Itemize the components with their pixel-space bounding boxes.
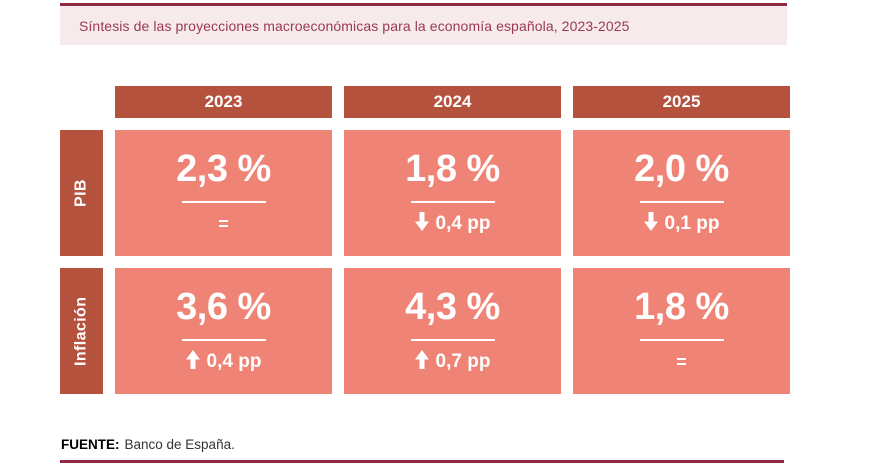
divider bbox=[181, 339, 266, 341]
arrow-down-icon bbox=[643, 211, 658, 237]
change-row: 0,4 pp bbox=[185, 349, 262, 375]
arrow-down-icon bbox=[414, 211, 429, 237]
change-row: 0,1 pp bbox=[643, 211, 720, 237]
cell-value: 1,8 % bbox=[634, 286, 729, 328]
cell-value: 2,0 % bbox=[634, 148, 729, 190]
column-header-2024: 2024 bbox=[344, 86, 561, 118]
change-text: 0,1 pp bbox=[664, 213, 720, 234]
column-header-2025: 2025 bbox=[573, 86, 790, 118]
cell-inflacion-2025: 1,8 % = bbox=[573, 268, 790, 394]
source-text: Banco de España. bbox=[124, 437, 235, 452]
bottom-rule bbox=[60, 460, 784, 463]
empty-corner bbox=[60, 86, 103, 118]
figure-title: Síntesis de las proyecciones macroeconóm… bbox=[79, 17, 630, 34]
divider bbox=[181, 201, 266, 203]
cell-pib-2024: 1,8 % 0,4 pp bbox=[344, 130, 561, 256]
source-label: FUENTE: bbox=[61, 437, 120, 452]
divider bbox=[410, 339, 495, 341]
divider bbox=[639, 201, 724, 203]
change-row: 0,7 pp bbox=[414, 349, 491, 375]
change-text: 0,4 pp bbox=[206, 351, 262, 372]
cell-value: 1,8 % bbox=[405, 148, 500, 190]
change-row: 0,4 pp bbox=[414, 211, 491, 237]
arrow-up-icon bbox=[185, 349, 200, 375]
no-change-symbol: = bbox=[676, 351, 687, 372]
cell-inflacion-2024: 4,3 % 0,7 pp bbox=[344, 268, 561, 394]
row-label-inflacion: Inflación bbox=[60, 268, 103, 394]
cell-pib-2025: 2,0 % 0,1 pp bbox=[573, 130, 790, 256]
projections-table: 2023 2024 2025 PIB 2,3 % = 1,8 % 0,4 pp … bbox=[60, 86, 790, 394]
figure-header: Síntesis de las proyecciones macroeconóm… bbox=[60, 3, 787, 45]
divider bbox=[639, 339, 724, 341]
divider bbox=[410, 201, 495, 203]
cell-pib-2023: 2,3 % = bbox=[115, 130, 332, 256]
change-text: 0,4 pp bbox=[435, 213, 491, 234]
change-row: = bbox=[218, 212, 229, 236]
change-row: = bbox=[676, 350, 687, 374]
change-text: 0,7 pp bbox=[435, 351, 491, 372]
arrow-up-icon bbox=[414, 349, 429, 375]
column-header-2023: 2023 bbox=[115, 86, 332, 118]
cell-inflacion-2023: 3,6 % 0,4 pp bbox=[115, 268, 332, 394]
source-note: FUENTE: Banco de España. bbox=[61, 437, 235, 452]
no-change-symbol: = bbox=[218, 213, 229, 234]
cell-value: 2,3 % bbox=[176, 148, 271, 190]
cell-value: 3,6 % bbox=[176, 286, 271, 328]
cell-value: 4,3 % bbox=[405, 286, 500, 328]
row-label-pib: PIB bbox=[60, 130, 103, 256]
